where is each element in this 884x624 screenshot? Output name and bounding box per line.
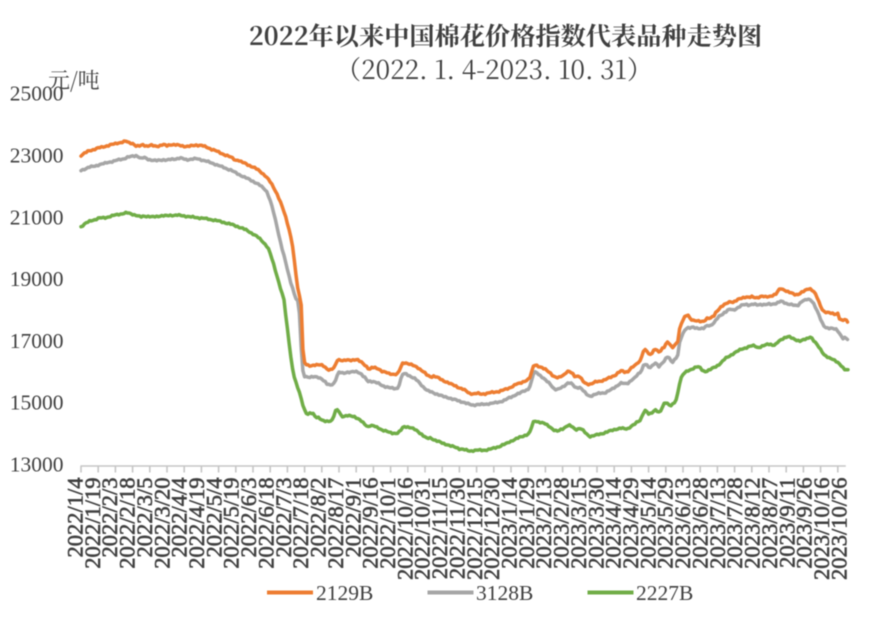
svg-text:15000: 15000 (10, 391, 64, 415)
svg-text:2023/6/28: 2023/6/28 (688, 478, 713, 569)
svg-text:2022/12/30: 2022/12/30 (479, 478, 504, 581)
svg-text:23000: 23000 (10, 144, 64, 168)
svg-text:19000: 19000 (10, 267, 64, 291)
svg-text:2023/4/29: 2023/4/29 (618, 478, 643, 569)
svg-text:2022/10/1: 2022/10/1 (375, 478, 400, 569)
svg-text:2022/12/15: 2022/12/15 (462, 478, 487, 581)
svg-text:2023/9/11: 2023/9/11 (774, 478, 799, 568)
svg-text:2022/7/3: 2022/7/3 (271, 478, 296, 558)
svg-text:2022/1/4: 2022/1/4 (63, 478, 88, 558)
svg-text:21000: 21000 (10, 205, 64, 229)
svg-text:3128B: 3128B (476, 581, 533, 605)
svg-text:2022/8/2: 2022/8/2 (306, 478, 331, 558)
svg-text:2227B: 2227B (636, 581, 693, 605)
svg-text:2022/5/19: 2022/5/19 (219, 478, 244, 569)
svg-text:2022/1/19: 2022/1/19 (80, 478, 105, 569)
svg-text:2022/3/5: 2022/3/5 (132, 478, 157, 558)
svg-text:2023/8/27: 2023/8/27 (757, 478, 782, 569)
svg-text:2022/7/18: 2022/7/18 (288, 478, 313, 569)
svg-text:2023/10/26: 2023/10/26 (826, 478, 851, 581)
svg-text:2023/1/29: 2023/1/29 (514, 478, 539, 569)
svg-text:2023/3/30: 2023/3/30 (583, 478, 608, 569)
svg-text:2022/6/18: 2022/6/18 (254, 478, 279, 569)
svg-text:2022/10/16: 2022/10/16 (392, 478, 417, 581)
svg-text:2023/5/29: 2023/5/29 (653, 478, 678, 569)
svg-text:25000: 25000 (10, 82, 64, 106)
svg-text:2023/9/26: 2023/9/26 (792, 478, 817, 569)
svg-text:2022/2/3: 2022/2/3 (97, 478, 122, 558)
svg-text:2022/2/18: 2022/2/18 (115, 478, 140, 569)
svg-text:2023/3/15: 2023/3/15 (566, 478, 591, 569)
svg-text:2022/8/17: 2022/8/17 (323, 478, 348, 569)
svg-text:13000: 13000 (10, 453, 64, 477)
svg-text:2022/4/4: 2022/4/4 (167, 478, 192, 558)
svg-text:2022/9/1: 2022/9/1 (340, 478, 365, 558)
svg-text:2129B: 2129B (316, 581, 373, 605)
svg-text:2022/3/20: 2022/3/20 (149, 478, 174, 569)
svg-text:2022/11/15: 2022/11/15 (427, 478, 452, 580)
svg-text:2023/5/14: 2023/5/14 (635, 478, 660, 569)
svg-text:2023/2/13: 2023/2/13 (531, 478, 556, 569)
svg-text:2022/6/3: 2022/6/3 (236, 478, 261, 558)
svg-text:2023/2/28: 2023/2/28 (549, 478, 574, 569)
svg-text:2022/5/4: 2022/5/4 (201, 478, 226, 558)
svg-text:2023/7/13: 2023/7/13 (705, 478, 730, 569)
svg-text:2023/4/14: 2023/4/14 (601, 478, 626, 569)
svg-text:2023/1/14: 2023/1/14 (497, 478, 522, 569)
svg-text:17000: 17000 (10, 329, 64, 353)
svg-text:2022/10/31: 2022/10/31 (410, 478, 435, 581)
svg-text:2023/7/28: 2023/7/28 (722, 478, 747, 569)
svg-text:2023/10/16: 2023/10/16 (809, 478, 834, 581)
svg-text:2022/11/30: 2022/11/30 (444, 478, 469, 580)
svg-text:2022/9/16: 2022/9/16 (358, 478, 383, 569)
svg-text:2023/6/13: 2023/6/13 (670, 478, 695, 569)
svg-text:2022/4/19: 2022/4/19 (184, 478, 209, 569)
svg-text:2023/8/12: 2023/8/12 (740, 478, 765, 569)
